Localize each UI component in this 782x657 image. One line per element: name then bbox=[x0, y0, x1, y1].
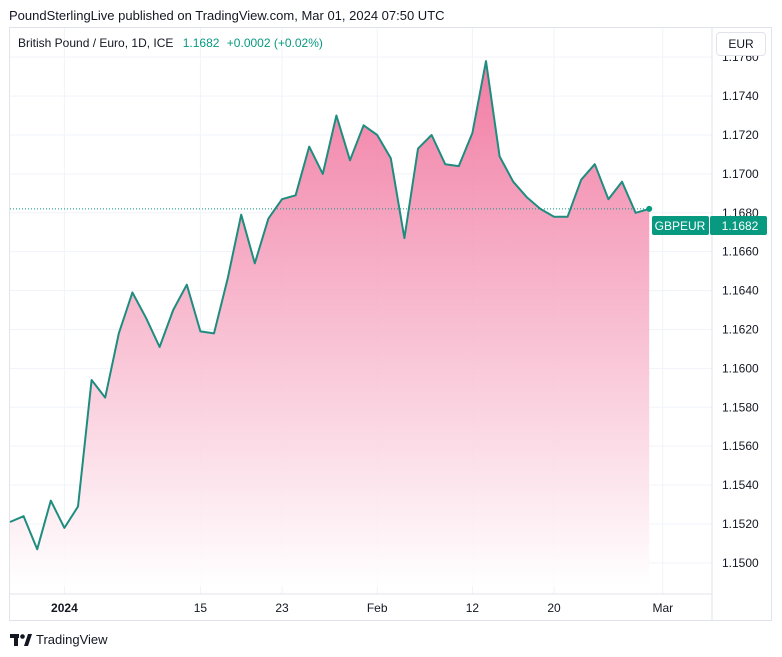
x-tick-label: 2024 bbox=[51, 601, 78, 615]
price-change: +0.0002 (+0.02%) bbox=[226, 36, 323, 50]
tradingview-brand: TradingView bbox=[36, 632, 108, 647]
x-tick-label: Mar bbox=[652, 601, 673, 615]
y-tick-label: 1.1580 bbox=[722, 400, 759, 414]
published-caption: PoundSterlingLive published on TradingVi… bbox=[9, 8, 445, 23]
y-tick-label: 1.1500 bbox=[722, 556, 759, 570]
price-axis[interactable]: 1.1500 1.1520 1.1540 1.1560 1.1580 1.1600 1.16… bbox=[722, 50, 759, 570]
last-price: 1.1682 bbox=[182, 36, 220, 50]
ticker-tag bbox=[652, 216, 709, 235]
y-tick-label: 1.1720 bbox=[722, 128, 759, 142]
symbol-title[interactable]: British Pound / Euro, 1D, ICE bbox=[18, 36, 174, 50]
y-tick-label: 1.1700 bbox=[722, 167, 759, 181]
price-area-fill bbox=[10, 61, 650, 587]
price-line bbox=[9, 60, 650, 551]
x-tick-label: 23 bbox=[275, 601, 289, 615]
y-tick-label: 1.1540 bbox=[722, 478, 759, 492]
chart-frame bbox=[9, 27, 772, 621]
chart-legend: British Pound / Euro, 1D, ICE 1.1682 +0.… bbox=[18, 36, 323, 50]
y-tick-label: 1.1620 bbox=[722, 322, 759, 336]
y-tick-label: 1.1740 bbox=[722, 89, 759, 103]
x-tick-label: Feb bbox=[367, 601, 388, 615]
x-tick-label: 15 bbox=[194, 601, 208, 615]
x-tick-label: 12 bbox=[466, 601, 480, 615]
tradingview-branding[interactable]: TradingView bbox=[10, 632, 108, 647]
y-tick-label: 1.1560 bbox=[722, 439, 759, 453]
ticker-tag-label: GBPEUR bbox=[655, 219, 706, 233]
last-price-dot bbox=[646, 205, 653, 212]
time-axis[interactable]: 2024 15 23 Feb 12 20 Mar bbox=[51, 601, 673, 615]
currency-button[interactable]: EUR bbox=[716, 32, 766, 56]
y-tick-label: 1.1640 bbox=[722, 284, 759, 298]
last-price-tag-value: 1.1682 bbox=[722, 219, 759, 233]
price-label: GBPEUR 1.1682 bbox=[652, 216, 767, 235]
y-tick-label: 1.1520 bbox=[722, 517, 759, 531]
y-tick-label: 1.1660 bbox=[722, 245, 759, 259]
last-price-tag bbox=[710, 216, 767, 235]
x-tick-label: 20 bbox=[547, 601, 561, 615]
tradingview-logo-icon bbox=[10, 633, 32, 646]
y-tick-label: 1.1600 bbox=[722, 361, 759, 375]
